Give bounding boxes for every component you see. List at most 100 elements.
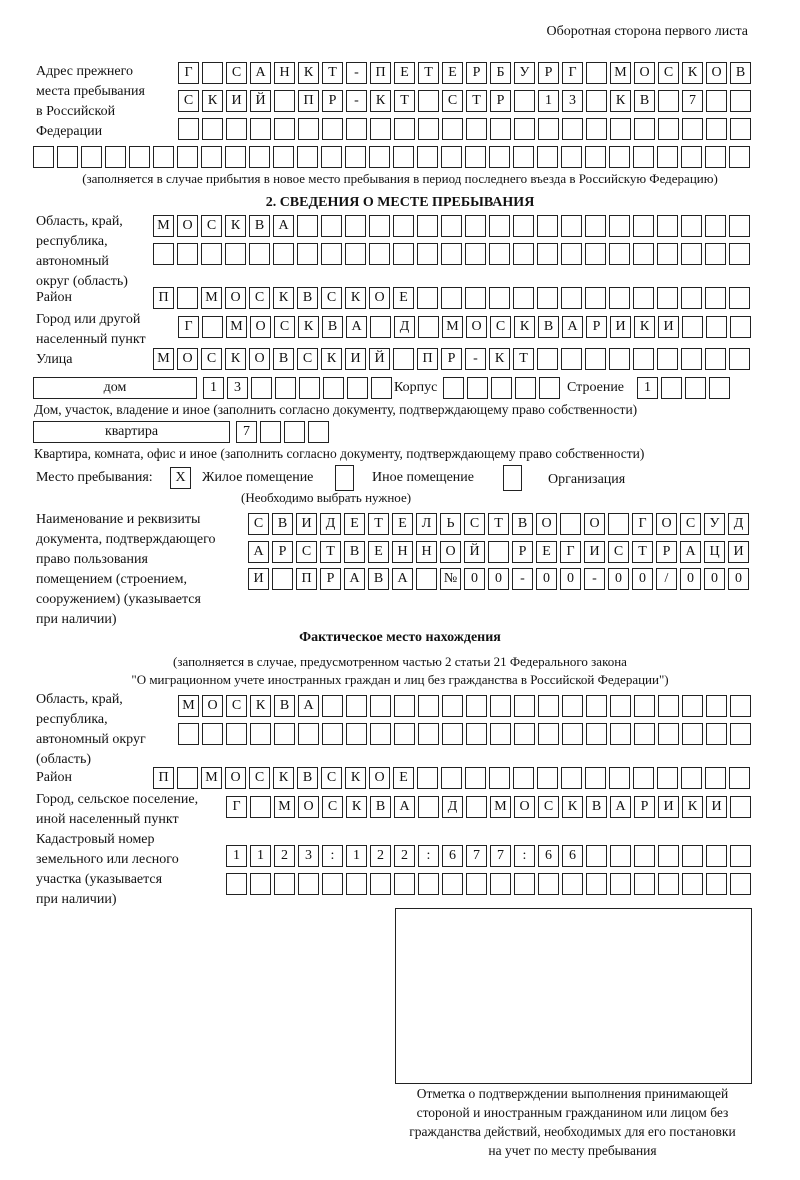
char-cell[interactable] xyxy=(658,118,679,140)
char-cell[interactable] xyxy=(297,146,318,168)
char-cell[interactable] xyxy=(260,421,281,443)
char-cell[interactable]: 6 xyxy=(442,845,463,867)
char-cell[interactable]: П xyxy=(298,90,319,112)
char-cell[interactable] xyxy=(81,146,102,168)
char-cell[interactable] xyxy=(465,146,486,168)
char-cell[interactable] xyxy=(369,146,390,168)
char-cell[interactable]: 3 xyxy=(298,845,319,867)
char-cell[interactable]: К xyxy=(489,348,510,370)
char-cell[interactable] xyxy=(177,243,198,265)
char-cell[interactable]: - xyxy=(512,568,533,590)
char-cell[interactable]: П xyxy=(153,767,174,789)
char-cell[interactable]: К xyxy=(273,767,294,789)
char-cell[interactable] xyxy=(730,316,751,338)
char-cell[interactable]: 2 xyxy=(274,845,295,867)
char-cell[interactable] xyxy=(561,348,582,370)
other-premises-checkbox[interactable] xyxy=(335,465,354,491)
char-cell[interactable]: О xyxy=(706,62,727,84)
char-cell[interactable]: У xyxy=(704,513,725,535)
char-cell[interactable]: Й xyxy=(250,90,271,112)
char-cell[interactable]: М xyxy=(201,287,222,309)
char-cell[interactable]: - xyxy=(346,90,367,112)
char-cell[interactable] xyxy=(346,723,367,745)
char-cell[interactable] xyxy=(706,316,727,338)
char-cell[interactable]: К xyxy=(345,287,366,309)
char-cell[interactable]: Т xyxy=(632,541,653,563)
char-cell[interactable] xyxy=(226,723,247,745)
char-cell[interactable] xyxy=(490,723,511,745)
char-cell[interactable]: М xyxy=(178,695,199,717)
char-cell[interactable] xyxy=(129,146,150,168)
char-cell[interactable]: В xyxy=(368,568,389,590)
char-cell[interactable] xyxy=(394,723,415,745)
char-cell[interactable] xyxy=(346,873,367,895)
char-cell[interactable] xyxy=(418,316,439,338)
char-cell[interactable] xyxy=(585,287,606,309)
char-cell[interactable]: 0 xyxy=(728,568,749,590)
char-cell[interactable]: Т xyxy=(488,513,509,535)
char-cell[interactable]: 1 xyxy=(203,377,224,399)
char-cell[interactable]: В xyxy=(538,316,559,338)
char-cell[interactable] xyxy=(586,90,607,112)
char-cell[interactable] xyxy=(393,215,414,237)
char-cell[interactable] xyxy=(706,873,727,895)
char-cell[interactable]: С xyxy=(464,513,485,535)
char-cell[interactable]: О xyxy=(249,348,270,370)
char-cell[interactable] xyxy=(609,215,630,237)
char-cell[interactable]: 6 xyxy=(562,845,583,867)
char-cell[interactable] xyxy=(538,695,559,717)
char-cell[interactable] xyxy=(586,118,607,140)
char-cell[interactable] xyxy=(33,146,54,168)
char-cell[interactable]: 7 xyxy=(466,845,487,867)
char-cell[interactable]: С xyxy=(274,316,295,338)
char-cell[interactable] xyxy=(202,118,223,140)
char-cell[interactable] xyxy=(537,287,558,309)
char-cell[interactable]: В xyxy=(297,287,318,309)
char-cell[interactable]: 7 xyxy=(682,90,703,112)
char-cell[interactable] xyxy=(729,243,750,265)
char-cell[interactable] xyxy=(249,146,270,168)
char-cell[interactable]: Ц xyxy=(704,541,725,563)
char-cell[interactable]: 2 xyxy=(394,845,415,867)
char-cell[interactable]: У xyxy=(514,62,535,84)
char-cell[interactable] xyxy=(321,146,342,168)
char-cell[interactable]: С xyxy=(680,513,701,535)
char-cell[interactable]: Ь xyxy=(440,513,461,535)
char-cell[interactable] xyxy=(441,215,462,237)
char-cell[interactable] xyxy=(441,243,462,265)
char-cell[interactable] xyxy=(272,568,293,590)
char-cell[interactable] xyxy=(562,723,583,745)
char-cell[interactable] xyxy=(369,243,390,265)
char-cell[interactable]: 7 xyxy=(490,845,511,867)
char-cell[interactable]: Д xyxy=(728,513,749,535)
char-cell[interactable]: Е xyxy=(393,287,414,309)
char-cell[interactable] xyxy=(586,873,607,895)
char-cell[interactable] xyxy=(226,118,247,140)
char-cell[interactable] xyxy=(417,243,438,265)
char-cell[interactable] xyxy=(322,873,343,895)
char-cell[interactable] xyxy=(322,118,343,140)
char-cell[interactable]: И xyxy=(610,316,631,338)
char-cell[interactable] xyxy=(633,348,654,370)
char-cell[interactable] xyxy=(586,62,607,84)
char-cell[interactable] xyxy=(466,723,487,745)
char-cell[interactable] xyxy=(370,118,391,140)
char-cell[interactable] xyxy=(537,348,558,370)
apartment-type-field[interactable]: квартира xyxy=(33,421,230,443)
char-cell[interactable]: К xyxy=(202,90,223,112)
char-cell[interactable]: М xyxy=(226,316,247,338)
char-cell[interactable] xyxy=(513,767,534,789)
char-cell[interactable] xyxy=(657,767,678,789)
char-cell[interactable] xyxy=(586,723,607,745)
char-cell[interactable]: Е xyxy=(536,541,557,563)
char-cell[interactable] xyxy=(297,215,318,237)
char-cell[interactable] xyxy=(298,873,319,895)
char-cell[interactable] xyxy=(634,845,655,867)
char-cell[interactable]: - xyxy=(584,568,605,590)
char-cell[interactable] xyxy=(514,695,535,717)
char-cell[interactable] xyxy=(284,421,305,443)
char-cell[interactable] xyxy=(729,767,750,789)
char-cell[interactable] xyxy=(153,243,174,265)
char-cell[interactable]: Т xyxy=(322,62,343,84)
char-cell[interactable] xyxy=(418,723,439,745)
